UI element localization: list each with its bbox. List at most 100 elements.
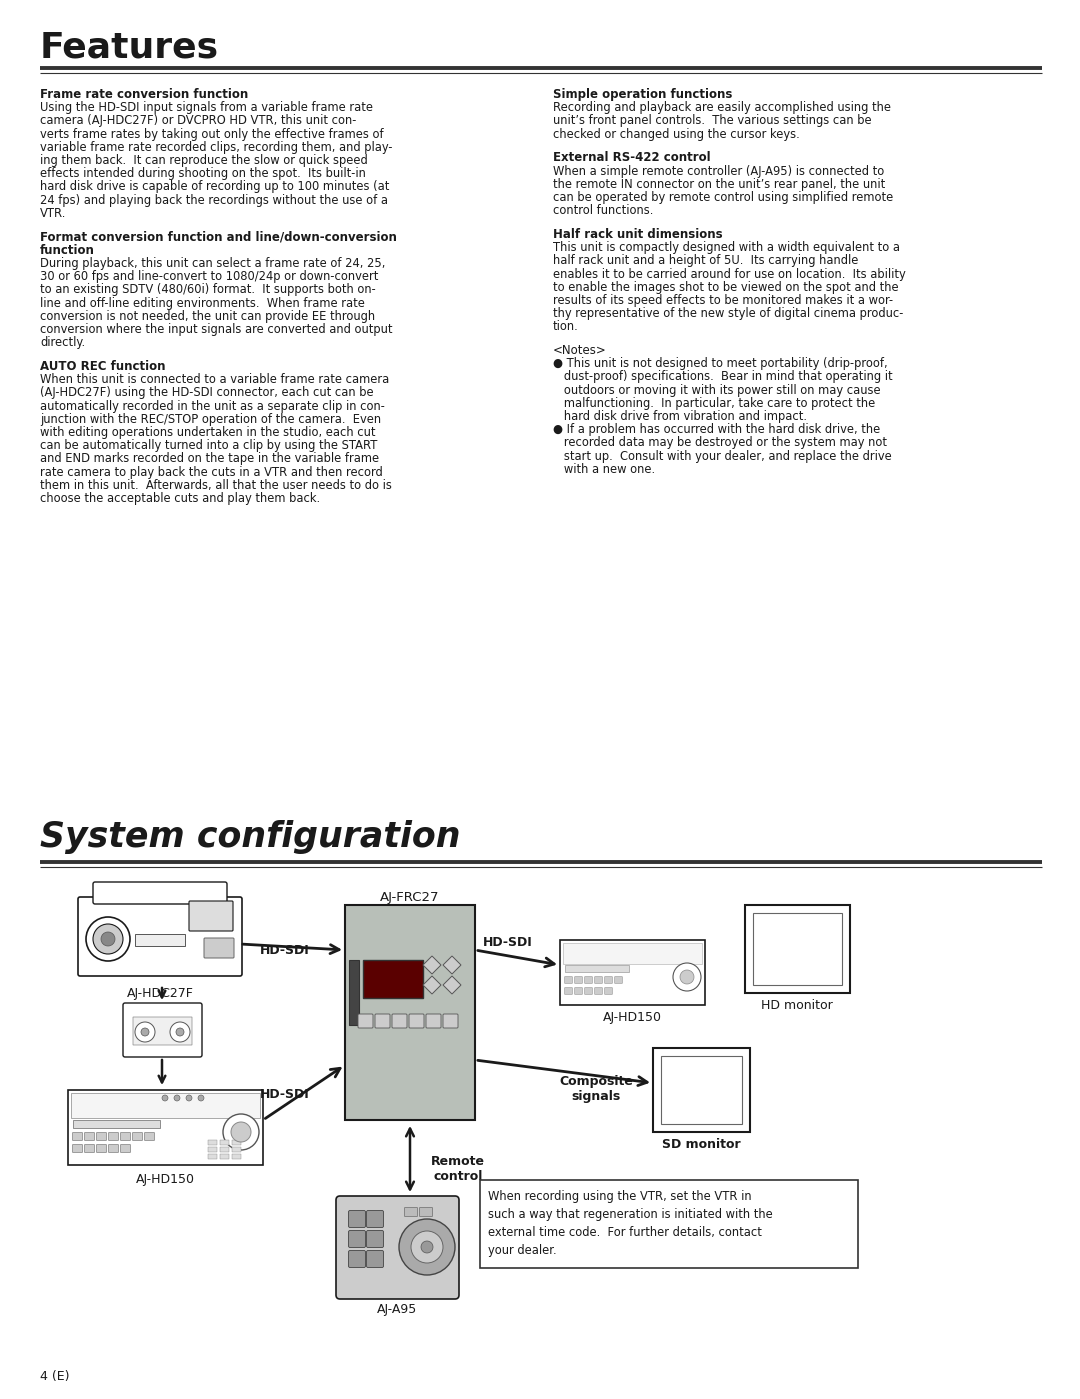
Text: effects intended during shooting on the spot.  Its built-in: effects intended during shooting on the …: [40, 168, 366, 180]
FancyBboxPatch shape: [605, 988, 612, 995]
FancyBboxPatch shape: [232, 1140, 241, 1144]
FancyBboxPatch shape: [565, 977, 572, 983]
Text: Using the HD-SDI input signals from a variable frame rate: Using the HD-SDI input signals from a va…: [40, 101, 373, 115]
Circle shape: [222, 1114, 259, 1150]
FancyBboxPatch shape: [392, 1014, 407, 1028]
Text: conversion is not needed, the unit can provide EE through: conversion is not needed, the unit can p…: [40, 309, 375, 323]
FancyBboxPatch shape: [68, 1090, 264, 1165]
FancyBboxPatch shape: [133, 1133, 143, 1140]
FancyBboxPatch shape: [409, 1014, 424, 1028]
FancyBboxPatch shape: [563, 943, 702, 964]
Text: can be automatically turned into a clip by using the START: can be automatically turned into a clip …: [40, 439, 377, 452]
FancyBboxPatch shape: [84, 1144, 95, 1153]
Text: enables it to be carried around for use on location.  Its ability: enables it to be carried around for use …: [553, 267, 906, 281]
FancyBboxPatch shape: [584, 988, 593, 995]
Text: When recording using the VTR, set the VTR in: When recording using the VTR, set the VT…: [488, 1191, 752, 1203]
FancyBboxPatch shape: [480, 1179, 858, 1267]
FancyBboxPatch shape: [565, 965, 629, 972]
Text: 30 or 60 fps and line-convert to 1080/24p or down-convert: 30 or 60 fps and line-convert to 1080/24…: [40, 270, 378, 283]
Text: tion.: tion.: [553, 320, 579, 333]
Text: recorded data may be destroyed or the system may not: recorded data may be destroyed or the sy…: [553, 436, 887, 449]
FancyBboxPatch shape: [73, 1121, 160, 1128]
Text: with a new one.: with a new one.: [553, 463, 656, 476]
Text: them in this unit.  Afterwards, all that the user needs to do is: them in this unit. Afterwards, all that …: [40, 478, 392, 491]
Text: ● This unit is not designed to meet portability (drip-proof,: ● This unit is not designed to meet port…: [553, 357, 888, 371]
Text: SD monitor: SD monitor: [662, 1137, 740, 1151]
Text: hard disk drive is capable of recording up to 100 minutes (at: hard disk drive is capable of recording …: [40, 180, 390, 193]
Circle shape: [411, 1231, 443, 1263]
Text: rate camera to play back the cuts in a VTR and then record: rate camera to play back the cuts in a V…: [40, 466, 382, 478]
Text: results of its speed effects to be monitored makes it a wor-: results of its speed effects to be monit…: [553, 294, 893, 306]
FancyBboxPatch shape: [366, 1251, 383, 1267]
Polygon shape: [443, 977, 461, 995]
FancyBboxPatch shape: [232, 1147, 241, 1151]
Text: junction with the REC/STOP operation of the camera.  Even: junction with the REC/STOP operation of …: [40, 413, 381, 425]
Text: to enable the images shot to be viewed on the spot and the: to enable the images shot to be viewed o…: [553, 281, 899, 294]
FancyBboxPatch shape: [745, 905, 850, 993]
Circle shape: [198, 1095, 204, 1101]
Text: 24 fps) and playing back the recordings without the use of a: 24 fps) and playing back the recordings …: [40, 193, 388, 207]
Circle shape: [680, 970, 694, 983]
FancyBboxPatch shape: [615, 977, 622, 983]
Text: your dealer.: your dealer.: [488, 1244, 556, 1256]
FancyBboxPatch shape: [71, 1093, 260, 1118]
FancyBboxPatch shape: [349, 960, 359, 1025]
FancyBboxPatch shape: [108, 1144, 119, 1153]
Circle shape: [399, 1219, 455, 1274]
Text: (AJ-HDC27F) using the HD-SDI connector, each cut can be: (AJ-HDC27F) using the HD-SDI connector, …: [40, 386, 374, 399]
Text: control functions.: control functions.: [553, 204, 653, 217]
Text: start up.  Consult with your dealer, and replace the drive: start up. Consult with your dealer, and …: [553, 449, 892, 463]
Text: When a simple remote controller (AJ-A95) is connected to: When a simple remote controller (AJ-A95)…: [553, 165, 885, 178]
Text: HD-SDI: HD-SDI: [260, 1088, 310, 1101]
FancyBboxPatch shape: [96, 1133, 107, 1140]
Text: Simple operation functions: Simple operation functions: [553, 88, 732, 101]
Text: Half rack unit dimensions: Half rack unit dimensions: [553, 228, 723, 241]
FancyBboxPatch shape: [661, 1056, 742, 1123]
Text: signals: signals: [571, 1090, 621, 1102]
Polygon shape: [423, 977, 441, 995]
Text: with editing operations undertaken in the studio, each cut: with editing operations undertaken in th…: [40, 425, 376, 439]
Circle shape: [176, 1028, 184, 1037]
FancyBboxPatch shape: [349, 1231, 365, 1248]
FancyBboxPatch shape: [595, 988, 603, 995]
FancyBboxPatch shape: [135, 935, 185, 946]
FancyBboxPatch shape: [189, 901, 233, 930]
Text: System configuration: System configuration: [40, 820, 460, 853]
FancyBboxPatch shape: [419, 1207, 432, 1217]
FancyBboxPatch shape: [72, 1144, 82, 1153]
Circle shape: [102, 932, 114, 946]
FancyBboxPatch shape: [232, 1154, 241, 1158]
Text: HD monitor: HD monitor: [761, 999, 833, 1011]
FancyBboxPatch shape: [443, 1014, 458, 1028]
Text: Frame rate conversion function: Frame rate conversion function: [40, 88, 248, 101]
Text: unit’s front panel controls.  The various settings can be: unit’s front panel controls. The various…: [553, 115, 872, 127]
Circle shape: [186, 1095, 192, 1101]
Text: AUTO REC function: AUTO REC function: [40, 360, 165, 374]
Text: ● If a problem has occurred with the hard disk drive, the: ● If a problem has occurred with the har…: [553, 424, 880, 436]
FancyBboxPatch shape: [93, 881, 227, 904]
FancyBboxPatch shape: [565, 988, 572, 995]
Text: Format conversion function and line/down-conversion: Format conversion function and line/down…: [40, 231, 396, 243]
Polygon shape: [423, 956, 441, 974]
Circle shape: [174, 1095, 180, 1101]
Text: automatically recorded in the unit as a separate clip in con-: automatically recorded in the unit as a …: [40, 400, 384, 413]
FancyBboxPatch shape: [204, 937, 234, 958]
FancyBboxPatch shape: [753, 914, 842, 985]
Text: outdoors or moving it with its power still on may cause: outdoors or moving it with its power sti…: [553, 383, 880, 397]
Text: Composite: Composite: [559, 1074, 633, 1088]
Circle shape: [86, 916, 130, 961]
FancyBboxPatch shape: [220, 1147, 229, 1151]
Circle shape: [93, 923, 123, 954]
Text: AJ-HDC27F: AJ-HDC27F: [126, 988, 193, 1000]
FancyBboxPatch shape: [584, 977, 593, 983]
FancyBboxPatch shape: [220, 1140, 229, 1144]
Text: directly.: directly.: [40, 336, 85, 350]
Text: dust-proof) specifications.  Bear in mind that operating it: dust-proof) specifications. Bear in mind…: [553, 371, 893, 383]
Text: Remote: Remote: [431, 1156, 485, 1168]
FancyBboxPatch shape: [133, 1017, 192, 1045]
FancyBboxPatch shape: [375, 1014, 390, 1028]
Text: checked or changed using the cursor keys.: checked or changed using the cursor keys…: [553, 127, 800, 141]
FancyBboxPatch shape: [366, 1210, 383, 1227]
Text: thy representative of the new style of digital cinema produc-: thy representative of the new style of d…: [553, 308, 903, 320]
FancyBboxPatch shape: [345, 905, 475, 1121]
